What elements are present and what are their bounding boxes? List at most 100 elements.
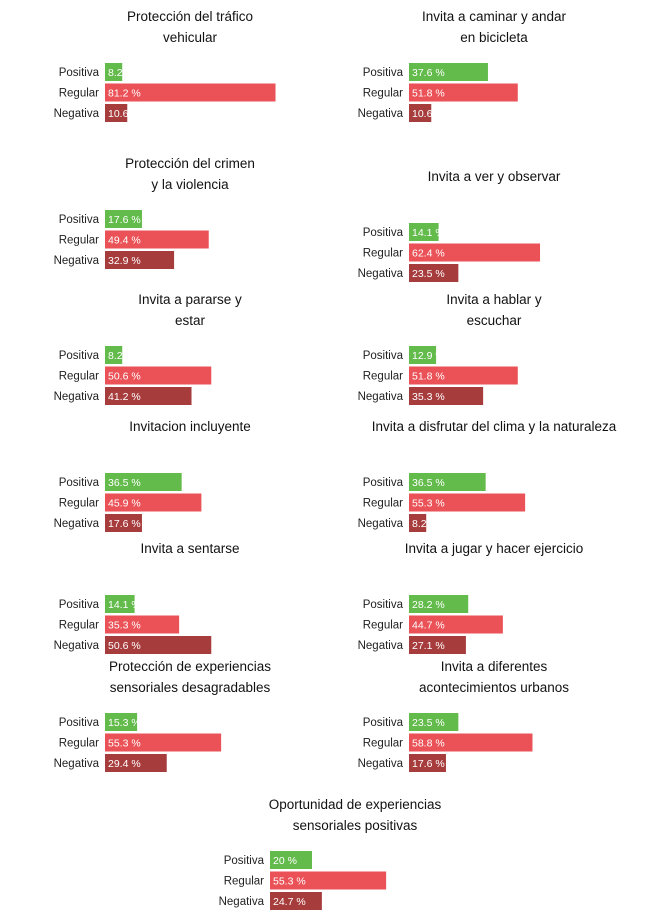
value-label-negativa: 8.2 % — [412, 518, 439, 530]
category-label-regular: Regular — [59, 371, 99, 383]
bar-negativa — [105, 754, 167, 772]
chart-title-line: Invita a jugar y hacer ejercicio — [404, 541, 584, 556]
value-label-positiva: 37.6 % — [412, 67, 445, 79]
value-label-regular: 55.3 % — [108, 738, 141, 750]
chart-title: Invita a ver y observar — [369, 166, 619, 187]
bar-positiva — [270, 851, 312, 869]
bar-regular — [409, 243, 541, 262]
value-label-positiva: 14.1 % — [108, 599, 141, 611]
category-label-positiva: Positiva — [363, 350, 404, 362]
bar-regular — [105, 366, 212, 385]
category-label-negativa: Negativa — [358, 108, 404, 120]
value-label-negativa: 35.3 % — [412, 391, 445, 403]
category-label-negativa: Negativa — [54, 108, 100, 120]
bar-regular — [409, 493, 526, 512]
bar-positiva — [105, 346, 123, 364]
category-label-positiva: Positiva — [59, 350, 100, 362]
chart-title-line: Invita a ver y observar — [427, 169, 561, 184]
bar-chart: Positiva 36.5 % Regular 45.9 % Negativa 17.6 … — [54, 473, 202, 532]
value-label-regular: 55.3 % — [273, 876, 306, 888]
chart-title: Invita a diferentes acontecimientos urban… — [369, 656, 619, 698]
category-label-negativa: Negativa — [358, 391, 404, 403]
category-label-regular: Regular — [363, 371, 403, 383]
chart-title-line: y la violencia — [151, 177, 229, 192]
bar-negativa — [409, 514, 427, 532]
bar-negativa — [409, 104, 432, 122]
bar-chart: Positiva 37.6 % Regular 51.8 % Negativa 10.6 … — [358, 63, 518, 122]
value-label-positiva: 36.5 % — [412, 477, 445, 489]
category-label-positiva: Positiva — [59, 214, 100, 226]
chart-title-line: Invita a caminar y andar — [421, 9, 567, 24]
value-label-negativa: 23.5 % — [412, 268, 445, 280]
bar-chart: Positiva 8.2 % Regular 50.6 % Negativa 41.2 % — [54, 346, 212, 405]
value-label-negativa: 27.1 % — [412, 640, 445, 652]
value-label-regular: 44.7 % — [412, 620, 445, 632]
category-label-regular: Regular — [59, 620, 99, 632]
bar-chart: Positiva 28.2 % Regular 44.7 % Negativa 27.1 … — [358, 595, 503, 654]
value-label-positiva: 23.5 % — [412, 717, 445, 729]
value-label-negativa: 32.9 % — [108, 255, 141, 267]
chart-title: Invita a disfrutar del clima y la natura… — [369, 416, 619, 437]
bar-chart: Positiva 15.3 % Regular 55.3 % Negativa 29.4 … — [54, 713, 222, 772]
bar-regular — [105, 615, 180, 634]
category-label-regular: Regular — [224, 876, 264, 888]
category-label-negativa: Negativa — [358, 640, 404, 652]
value-label-regular: 45.9 % — [108, 498, 141, 510]
chart-title-line: sensoriales positivas — [292, 818, 418, 833]
chart-title: Invita a sentarse — [65, 538, 315, 559]
bar-positiva — [409, 713, 459, 731]
category-label-negativa: Negativa — [54, 758, 100, 770]
chart-title-line: sensoriales desagradables — [109, 680, 271, 695]
bar-positiva — [105, 595, 135, 613]
category-label-positiva: Positiva — [59, 477, 100, 489]
chart-title: Invita a hablar y escuchar — [369, 289, 619, 331]
value-label-positiva: 8.2 % — [108, 67, 135, 79]
bar-negativa — [409, 754, 446, 772]
chart-title-line: Oportunidad de experiencias — [268, 797, 442, 812]
bar-regular — [270, 871, 387, 890]
value-label-negativa: 10.6 % — [412, 108, 445, 120]
bar-negativa — [105, 514, 142, 532]
bar-regular — [105, 493, 202, 512]
category-label-negativa: Negativa — [358, 758, 404, 770]
chart-title: Invita a pararse y estar — [65, 289, 315, 331]
value-label-negativa: 10.6 % — [108, 108, 141, 120]
bar-positiva — [409, 63, 488, 81]
chart-title: Protección del tráfico vehicular — [65, 6, 315, 48]
chart-title-line: estar — [174, 313, 205, 328]
bar-chart: Positiva 36.5 % Regular 55.3 % Negativa 8.2 % — [358, 473, 526, 532]
bar-chart: Positiva 20 % Regular 55.3 % Negativa 24.7 % — [219, 851, 387, 910]
bar-negativa — [105, 251, 175, 269]
value-label-positiva: 12.9 % — [412, 350, 445, 362]
bar-regular — [409, 366, 518, 385]
category-label-regular: Regular — [363, 248, 403, 260]
bar-positiva — [105, 713, 138, 731]
chart-title: Invitacion incluyente — [65, 416, 315, 437]
category-label-negativa: Negativa — [54, 518, 100, 530]
bar-regular — [409, 733, 533, 752]
value-label-positiva: 14.1 % — [412, 227, 445, 239]
chart-title-line: Protección del tráfico — [126, 9, 254, 24]
category-label-regular: Regular — [363, 620, 403, 632]
category-label-positiva: Positiva — [363, 477, 404, 489]
bar-regular — [105, 230, 209, 249]
bar-negativa — [105, 636, 212, 654]
bar-chart: Positiva 17.6 % Regular 49.4 % Negativa 32.9 … — [54, 210, 209, 269]
chart-title-line: Invita a sentarse — [140, 541, 240, 556]
value-label-regular: 51.8 % — [412, 371, 445, 383]
chart-title-line: Invita a diferentes — [440, 659, 548, 674]
value-label-positiva: 17.6 % — [108, 214, 141, 226]
category-label-regular: Regular — [363, 498, 403, 510]
value-label-positiva: 8.2 % — [108, 350, 135, 362]
bar-negativa — [105, 104, 128, 122]
chart-title-line: Invitacion incluyente — [129, 419, 251, 434]
chart-title: Protección de experiencias sensoriales de… — [65, 656, 315, 698]
value-label-negativa: 29.4 % — [108, 758, 141, 770]
chart-title-line: Protección de experiencias — [108, 659, 272, 674]
bar-regular — [409, 83, 518, 102]
chart-title-line: en bicicleta — [460, 30, 528, 45]
value-label-positiva: 15.3 % — [108, 717, 141, 729]
value-label-positiva: 20 % — [273, 855, 297, 867]
bar-positiva — [409, 595, 469, 613]
bar-positiva — [105, 63, 123, 81]
